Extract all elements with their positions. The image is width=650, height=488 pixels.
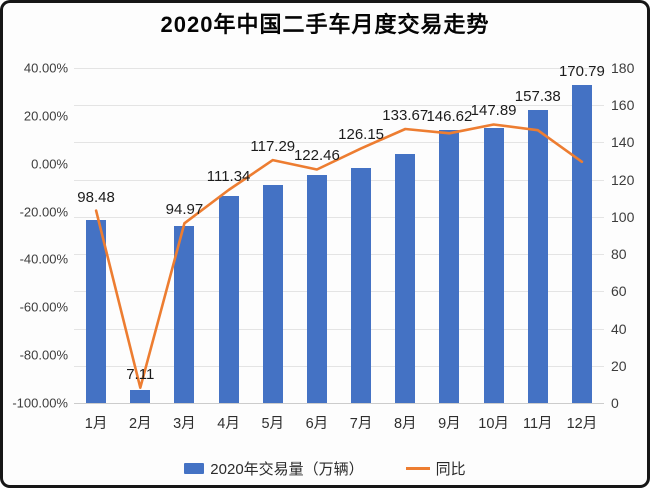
x-tick-label: 8月 (393, 416, 417, 432)
gridline (74, 216, 604, 218)
y-right-tick-label: 100 (611, 208, 635, 225)
y-right-tick-label: 140 (611, 134, 635, 151)
x-tick-label: 5月 (261, 416, 285, 432)
gridline (74, 68, 604, 69)
gridline (74, 328, 604, 330)
y-right-tick-label: 160 (611, 97, 635, 114)
y-right-tick-label: 120 (611, 171, 635, 188)
bar (174, 226, 195, 403)
bar (483, 127, 504, 403)
y-left-tick-label: 20.00% (23, 108, 68, 124)
bar (86, 219, 107, 403)
x-tick-label: 3月 (173, 416, 196, 432)
bar (395, 154, 416, 403)
y-right-tick-label: 0 (611, 395, 619, 411)
y-left-tick-label: 40.00% (23, 60, 68, 76)
legend-label-volume: 2020年交易量（万辆） (210, 461, 364, 478)
y-right-tick-label: 60 (611, 283, 627, 300)
legend-label-yoy: 同比 (435, 461, 466, 478)
bar-value-label: 98.48 (77, 188, 115, 206)
bar (439, 130, 460, 403)
y-right-tick-label: 40 (611, 320, 627, 337)
bar-value-label: 111.34 (206, 168, 251, 186)
bar-value-label: 170.79 (558, 63, 605, 81)
bar-value-label: 157.38 (514, 88, 561, 106)
gridline (74, 105, 604, 107)
bar-value-label: 133.67 (382, 107, 429, 125)
bar (130, 389, 151, 403)
y-right-tick-label: 180 (611, 60, 635, 76)
legend: 2020年交易量（万辆） 同比 (0, 458, 650, 479)
line-series-swatch (405, 467, 430, 470)
y-left-tick-label: -40.00% (19, 251, 68, 267)
y-left-tick-label: -20.00% (19, 204, 68, 220)
bar (218, 195, 239, 403)
y-left-tick-label: -100.00% (12, 395, 68, 411)
bar-value-label: 94.97 (165, 201, 204, 219)
y-left-tick-label: 0.00% (31, 156, 68, 172)
bar-value-label: 117.29 (250, 138, 296, 156)
bar-value-label: 122.46 (293, 147, 340, 165)
bar (262, 184, 283, 403)
bar-value-label: 147.89 (470, 102, 517, 120)
x-tick-label: 6月 (305, 416, 329, 432)
x-tick-label: 1月 (84, 416, 108, 432)
y-left-tick-label: -60.00% (19, 299, 68, 315)
x-tick-label: 4月 (217, 416, 240, 432)
x-tick-label: 10月 (478, 416, 509, 432)
bar-value-label: 146.62 (426, 108, 473, 126)
bar (527, 110, 548, 403)
x-tick-label: 2月 (128, 416, 152, 432)
gridline (74, 403, 604, 404)
legend-item-yoy: 同比 (405, 458, 466, 479)
bar (306, 175, 327, 403)
y-right-tick-label: 20 (611, 357, 627, 374)
y-left-tick-label: -80.00% (19, 347, 68, 363)
y-right-tick-label: 80 (611, 246, 627, 263)
gridline (74, 291, 604, 293)
gridline (74, 254, 604, 256)
gridline (74, 179, 604, 181)
bar (351, 168, 372, 403)
x-tick-label: 7月 (349, 416, 373, 432)
x-tick-label: 9月 (438, 416, 461, 432)
bar-series-swatch (184, 463, 205, 474)
x-tick-label: 11月 (522, 416, 553, 432)
x-tick-label: 12月 (566, 416, 598, 432)
bar-value-label: 7.11 (126, 365, 155, 383)
bar (571, 85, 592, 403)
chart-title: 2020年中国二手车月度交易走势 (160, 12, 490, 37)
bar-value-label: 126.15 (338, 126, 385, 144)
legend-item-volume: 2020年交易量（万辆） (184, 458, 364, 479)
